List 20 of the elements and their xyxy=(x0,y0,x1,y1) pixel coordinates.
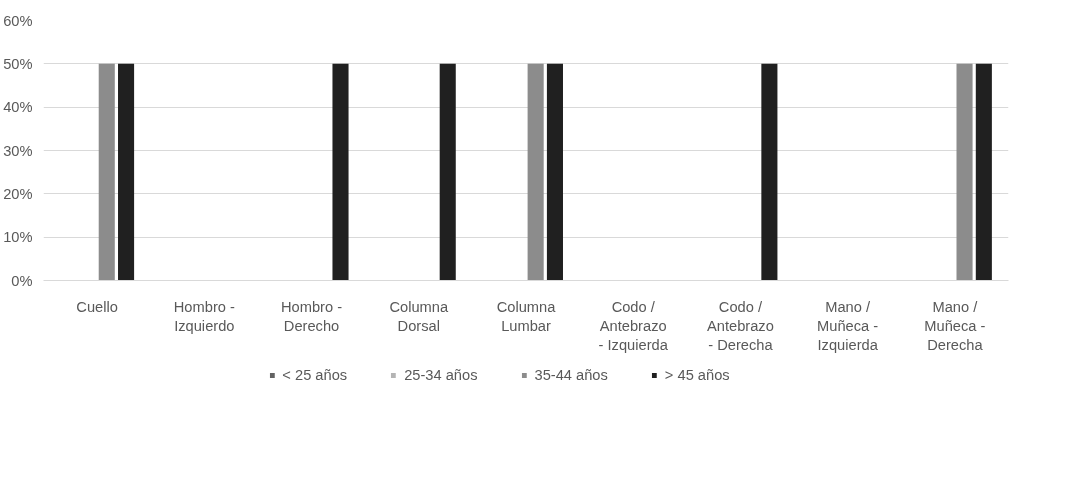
x-tick-label: Mano / Muñeca - Izquierda xyxy=(817,298,879,353)
x-tick-label: Hombro - Derecho xyxy=(281,298,343,334)
x-tick-label: Codo / Antebrazo - Derecha xyxy=(707,298,774,353)
y-tick-label: 10% xyxy=(3,229,33,246)
y-tick-label: 40% xyxy=(3,99,33,116)
legend-label: < 25 años xyxy=(282,367,348,383)
y-tick-label: 30% xyxy=(3,142,33,159)
y-tick-label: 20% xyxy=(3,185,33,202)
y-tick-label: 0% xyxy=(11,272,33,289)
x-tick-label: Codo / Antebrazo - Izquierda xyxy=(598,298,669,353)
x-tick-label: Hombro - Izquierdo xyxy=(173,298,235,334)
y-tick-label: 50% xyxy=(3,55,33,72)
x-tick-label: Cuello xyxy=(76,298,118,315)
legend-label: 35-44 años xyxy=(534,367,608,383)
y-tick-label: 60% xyxy=(3,12,33,29)
x-tick-label: Mano / Muñeca - Derecha xyxy=(924,298,986,353)
legend-label: 25-34 años xyxy=(404,367,478,383)
x-tick-label: Columna Lumbar xyxy=(496,298,557,334)
legend-label: > 45 años xyxy=(664,367,730,383)
x-tick-label: Columna Dorsal xyxy=(389,298,449,334)
